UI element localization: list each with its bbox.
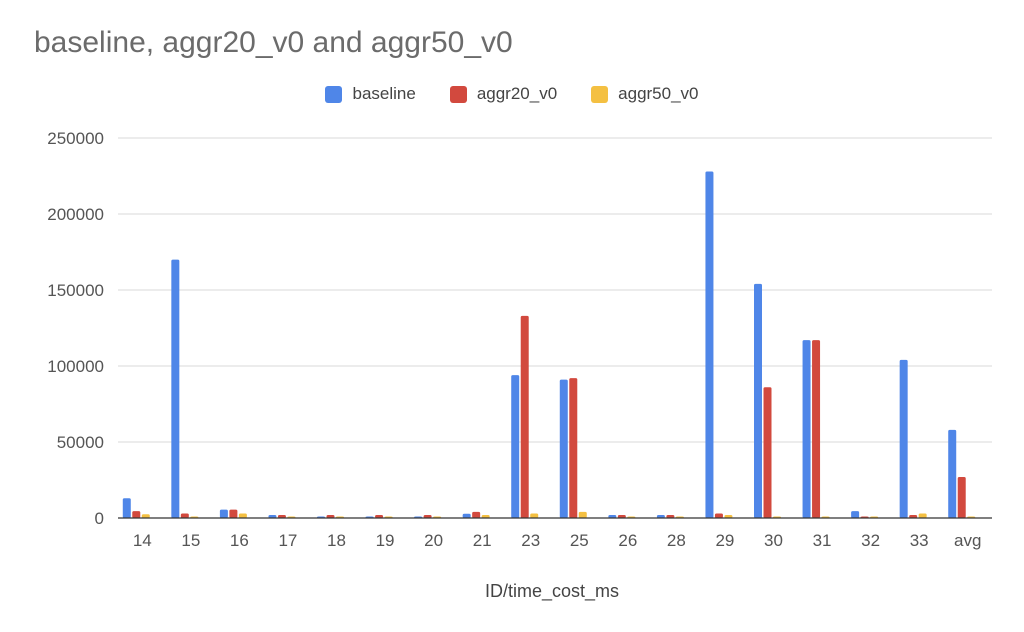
bar-baseline-15 — [171, 259, 180, 518]
bar-baseline-31 — [802, 340, 811, 518]
legend-label: baseline — [352, 84, 416, 103]
bar-aggr20-v0-17 — [277, 514, 286, 518]
bar-aggr20-v0-25 — [569, 378, 578, 518]
x-tick-label: 20 — [424, 531, 443, 550]
legend-entry-aggr50-v0: aggr50_v0 — [591, 84, 699, 104]
x-tick-label: 29 — [715, 531, 734, 550]
bar-baseline-32 — [851, 511, 860, 518]
bar-aggr50-v0-29 — [724, 514, 733, 518]
y-tick-label: 50000 — [57, 433, 104, 452]
bar-baseline-14 — [122, 498, 131, 518]
x-tick-label: 28 — [667, 531, 686, 550]
x-tick-label: 25 — [570, 531, 589, 550]
legend-swatch — [591, 85, 609, 103]
bar-aggr20-v0-19 — [375, 514, 384, 518]
bar-aggr20-v0-30 — [763, 387, 772, 518]
legend-label: aggr20_v0 — [476, 84, 558, 103]
bar-baseline-33 — [899, 359, 908, 518]
bar-aggr50-v0-16 — [238, 513, 247, 518]
bar-aggr20-v0-21 — [472, 511, 481, 518]
x-tick-label: 30 — [764, 531, 783, 550]
x-tick-label: 33 — [910, 531, 929, 550]
legend-entry-aggr20-v0: aggr20_v0 — [449, 84, 558, 104]
x-tick-label: 19 — [376, 531, 395, 550]
bar-aggr20-v0-20 — [423, 514, 432, 518]
bar-baseline-28 — [656, 514, 665, 518]
x-tick-label: 23 — [521, 531, 540, 550]
y-tick-label: 200000 — [47, 205, 104, 224]
bar-aggr20-v0-15 — [180, 513, 189, 518]
y-tick-label: 250000 — [47, 129, 104, 148]
bar-baseline-16 — [219, 509, 228, 518]
chart-title: baseline, aggr20_v0 and aggr50_v0 — [34, 26, 513, 59]
y-tick-label: 0 — [95, 509, 104, 528]
x-tick-label: 21 — [473, 531, 492, 550]
x-tick-label: 16 — [230, 531, 249, 550]
bar-aggr50-v0-21 — [481, 514, 490, 518]
bar-baseline-26 — [608, 514, 617, 518]
bar-aggr20-v0-18 — [326, 514, 335, 518]
bar-aggr50-v0-14 — [141, 514, 150, 518]
bar-aggr50-v0-23 — [530, 513, 539, 518]
bar-aggr20-v0-23 — [520, 315, 529, 518]
bar-aggr20-v0-33 — [909, 514, 918, 518]
bar-baseline-17 — [268, 514, 277, 518]
bar-baseline-21 — [462, 513, 471, 518]
bar-baseline-30 — [754, 283, 762, 518]
x-tick-label: 32 — [861, 531, 880, 550]
legend-entry-baseline: baseline — [325, 84, 416, 104]
bar-aggr50-v0-25 — [578, 511, 587, 518]
x-tick-label: 18 — [327, 531, 346, 550]
x-axis-label: ID/time_cost_ms — [485, 581, 619, 602]
bar-aggr20-v0-29 — [714, 513, 723, 518]
bar-baseline-25 — [559, 379, 568, 518]
legend-swatch — [449, 85, 467, 103]
x-tick-label: 31 — [813, 531, 832, 550]
bar-baseline-avg — [948, 429, 957, 518]
legend: baseline aggr20_v0 aggr50_v0 — [0, 84, 1024, 104]
legend-swatch — [325, 85, 343, 103]
legend-label: aggr50_v0 — [618, 84, 699, 103]
x-tick-label: 14 — [133, 531, 152, 550]
x-tick-label: 26 — [618, 531, 637, 550]
bar-aggr50-v0-33 — [918, 513, 927, 518]
y-tick-label: 100000 — [47, 357, 104, 376]
bar-aggr20-v0-28 — [666, 514, 675, 518]
bar-aggr20-v0-31 — [812, 340, 821, 518]
bar-aggr20-v0-26 — [617, 514, 626, 518]
x-tick-label: 15 — [181, 531, 200, 550]
bar-baseline-29 — [705, 171, 714, 518]
x-tick-label: avg — [954, 531, 981, 550]
y-tick-label: 150000 — [47, 281, 104, 300]
bar-baseline-23 — [511, 375, 520, 518]
bar-aggr20-v0-14 — [132, 511, 141, 518]
bar-aggr20-v0-16 — [229, 509, 238, 518]
x-tick-label: 17 — [278, 531, 297, 550]
bar-aggr20-v0-avg — [957, 476, 966, 518]
